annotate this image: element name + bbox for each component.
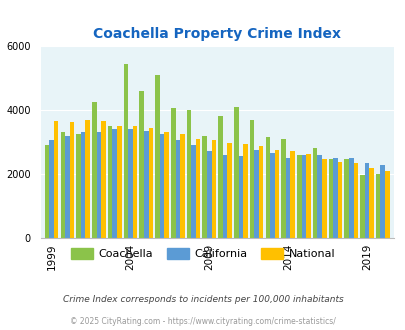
Bar <box>148 128 153 238</box>
Bar <box>337 162 341 238</box>
Bar <box>54 121 58 238</box>
Bar <box>321 159 326 238</box>
Bar <box>202 136 207 238</box>
Title: Coachella Property Crime Index: Coachella Property Crime Index <box>93 27 340 41</box>
Bar <box>180 134 184 238</box>
Bar <box>85 119 90 238</box>
Bar <box>164 132 168 238</box>
Bar <box>254 150 258 238</box>
Bar <box>379 165 384 238</box>
Bar <box>222 155 227 238</box>
Bar <box>144 131 148 238</box>
Bar <box>384 171 389 238</box>
Bar <box>186 110 191 238</box>
Bar <box>375 174 379 238</box>
Bar <box>369 168 373 238</box>
Bar <box>128 129 132 238</box>
Bar <box>70 122 74 238</box>
Bar <box>49 140 54 238</box>
Bar <box>195 139 200 238</box>
Bar <box>159 134 164 238</box>
Bar <box>301 155 305 238</box>
Bar <box>305 154 310 238</box>
Bar <box>359 175 364 238</box>
Bar <box>123 64 128 238</box>
Bar <box>343 159 348 238</box>
Bar <box>249 119 254 238</box>
Bar <box>132 126 137 238</box>
Bar <box>317 155 321 238</box>
Bar <box>191 145 195 238</box>
Bar <box>281 139 285 238</box>
Text: Crime Index corresponds to incidents per 100,000 inhabitants: Crime Index corresponds to incidents per… <box>62 295 343 304</box>
Bar <box>285 158 290 238</box>
Bar <box>269 153 274 238</box>
Bar <box>211 140 215 238</box>
Bar <box>218 116 222 238</box>
Bar <box>112 129 117 238</box>
Bar <box>108 126 112 238</box>
Bar <box>171 108 175 238</box>
Bar <box>175 140 180 238</box>
Text: © 2025 CityRating.com - https://www.cityrating.com/crime-statistics/: © 2025 CityRating.com - https://www.city… <box>70 317 335 326</box>
Bar <box>333 158 337 238</box>
Bar <box>60 132 65 238</box>
Bar <box>265 137 269 238</box>
Bar <box>353 163 357 238</box>
Bar <box>274 150 279 238</box>
Bar <box>101 121 106 238</box>
Bar <box>290 151 294 238</box>
Bar <box>92 102 96 238</box>
Bar <box>238 156 243 238</box>
Bar <box>233 107 238 238</box>
Bar <box>348 158 353 238</box>
Legend: Coachella, California, National: Coachella, California, National <box>66 244 339 263</box>
Bar <box>155 75 159 238</box>
Bar <box>81 132 85 238</box>
Bar <box>207 151 211 238</box>
Bar <box>117 126 121 238</box>
Bar <box>243 145 247 238</box>
Bar <box>328 159 333 238</box>
Bar <box>364 163 369 238</box>
Bar <box>96 132 101 238</box>
Bar <box>65 136 70 238</box>
Bar <box>227 143 231 238</box>
Bar <box>139 91 144 238</box>
Bar <box>76 134 81 238</box>
Bar <box>312 148 317 238</box>
Bar <box>45 145 49 238</box>
Bar <box>258 146 263 238</box>
Bar <box>296 155 301 238</box>
